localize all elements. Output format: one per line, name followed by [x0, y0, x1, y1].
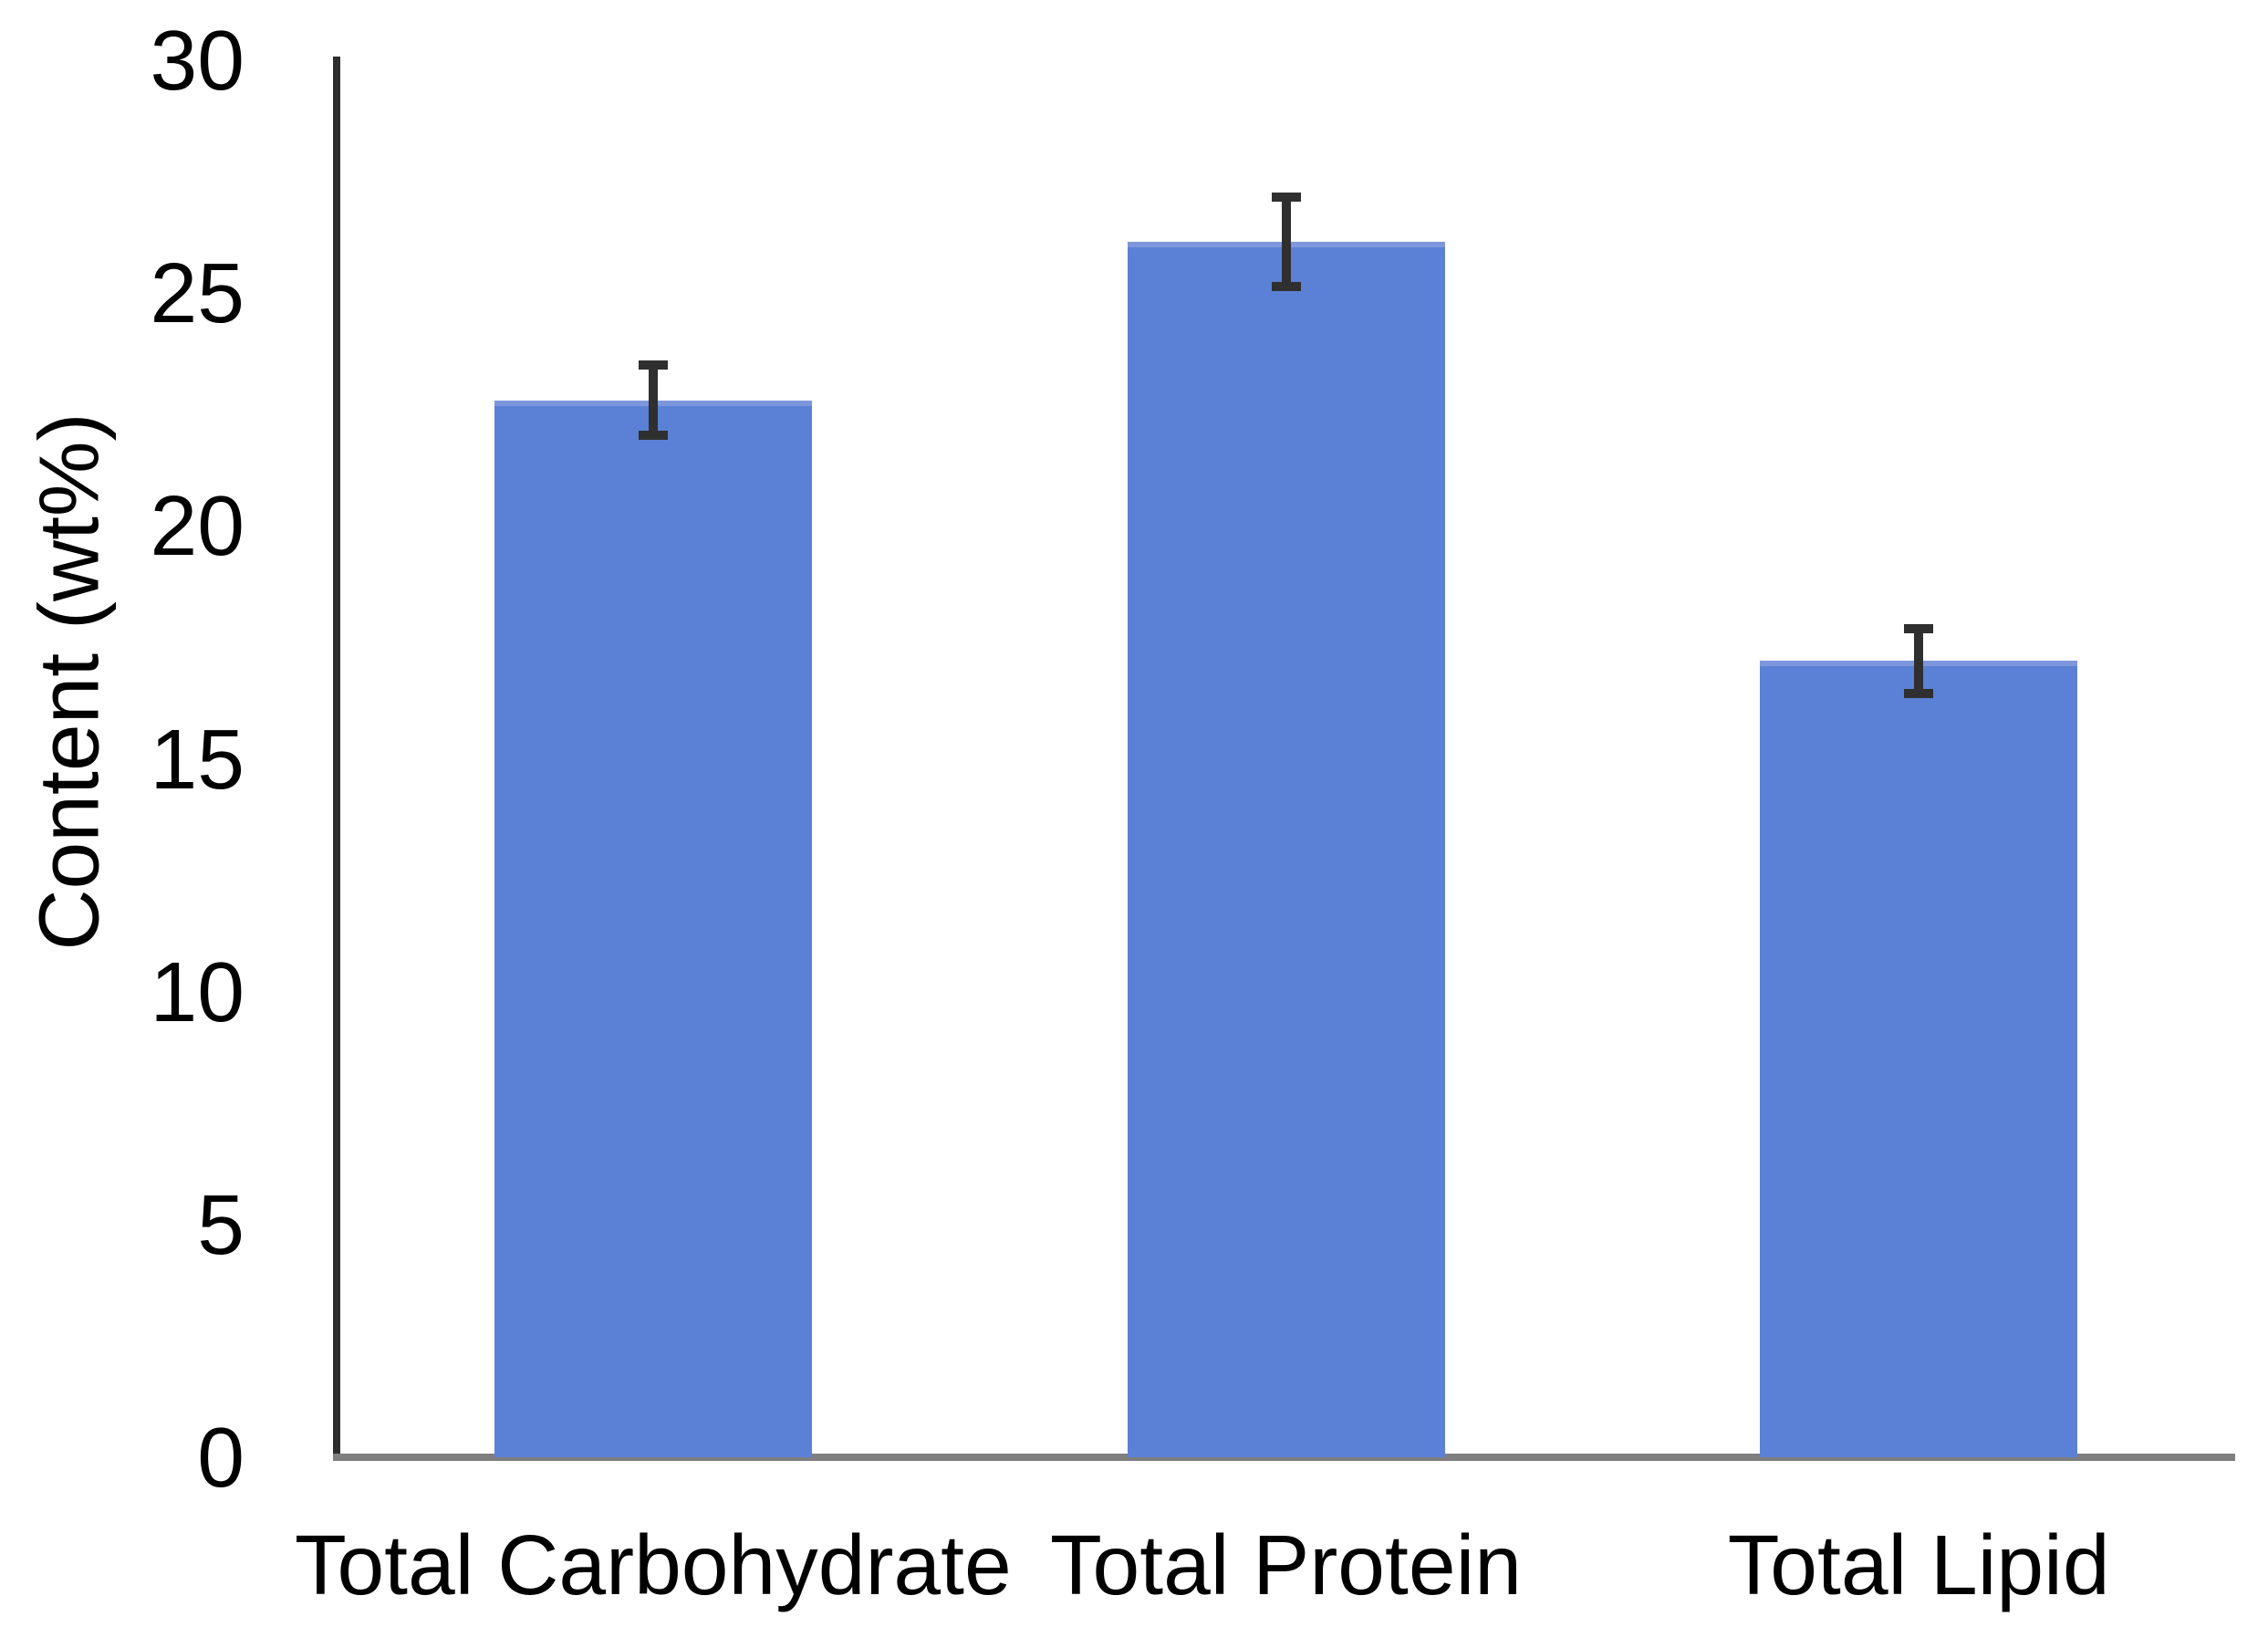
bar-total-carbohydrate [494, 400, 812, 1457]
x-axis-line [333, 1454, 2235, 1461]
error-bar-top-cap-total-carbohydrate [638, 360, 668, 370]
x-tick-label-total-carbohydrate: Total Carbohydrate [294, 1517, 1012, 1612]
y-tick-label-30: 30 [150, 13, 244, 108]
error-bar-stem-total-carbohydrate [648, 360, 658, 440]
error-bar-stem-total-lipid [1914, 623, 1924, 699]
y-tick-label-10: 10 [150, 944, 244, 1039]
y-axis-line [333, 57, 340, 1461]
error-bar-top-cap-total-protein [1271, 193, 1301, 203]
y-tick-label-25: 25 [150, 245, 244, 341]
y-axis-title: Content (wt%) [21, 412, 117, 951]
bar-total-protein [1127, 242, 1445, 1457]
error-bar-bottom-cap-total-protein [1271, 281, 1301, 291]
y-tick-label-5: 5 [197, 1176, 244, 1272]
y-tick-label-15: 15 [150, 711, 244, 807]
bar-total-lipid [1760, 661, 2078, 1457]
x-tick-label-total-protein: Total Protein [1050, 1517, 1522, 1612]
error-bar-top-cap-total-lipid [1904, 623, 1934, 633]
error-bar-bottom-cap-total-carbohydrate [638, 430, 668, 440]
y-tick-label-0: 0 [197, 1410, 244, 1505]
y-tick-label-20: 20 [150, 478, 244, 574]
error-bar-bottom-cap-total-lipid [1904, 689, 1934, 699]
error-bar-stem-total-protein [1281, 193, 1291, 291]
x-tick-label-total-lipid: Total Lipid [1727, 1517, 2110, 1612]
